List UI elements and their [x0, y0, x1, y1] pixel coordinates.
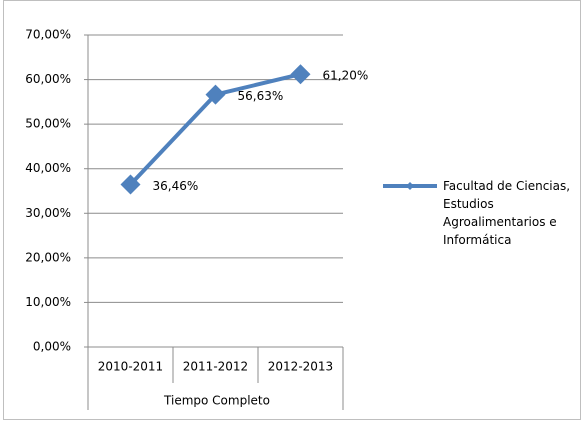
data-label: 36,46%: [153, 179, 199, 193]
legend-label: Facultad de Ciencias, Estudios Agroalime…: [443, 179, 571, 247]
x-tick-label: 2012-2013: [268, 360, 333, 374]
legend-marker: [406, 182, 414, 190]
y-tick-label: 40,00%: [25, 161, 71, 175]
y-tick-label: 0,00%: [33, 340, 71, 354]
y-tick-label: 50,00%: [25, 117, 71, 131]
data-marker: [120, 174, 141, 195]
y-tick-label: 30,00%: [25, 206, 71, 220]
y-tick-label: 60,00%: [25, 72, 71, 86]
chart-border: [3, 0, 581, 420]
data-marker: [205, 84, 226, 105]
x-tick-label: 2011-2012: [183, 360, 248, 374]
y-tick-label: 10,00%: [25, 295, 71, 309]
data-label: 61,20%: [323, 69, 369, 83]
x-tick-label: 2010-2011: [98, 360, 163, 374]
y-tick-label: 20,00%: [25, 250, 71, 264]
data-label: 56,63%: [238, 89, 284, 103]
y-tick-label: 70,00%: [25, 28, 71, 42]
data-marker: [290, 64, 311, 85]
x-group-label: Tiempo Completo: [163, 394, 270, 408]
